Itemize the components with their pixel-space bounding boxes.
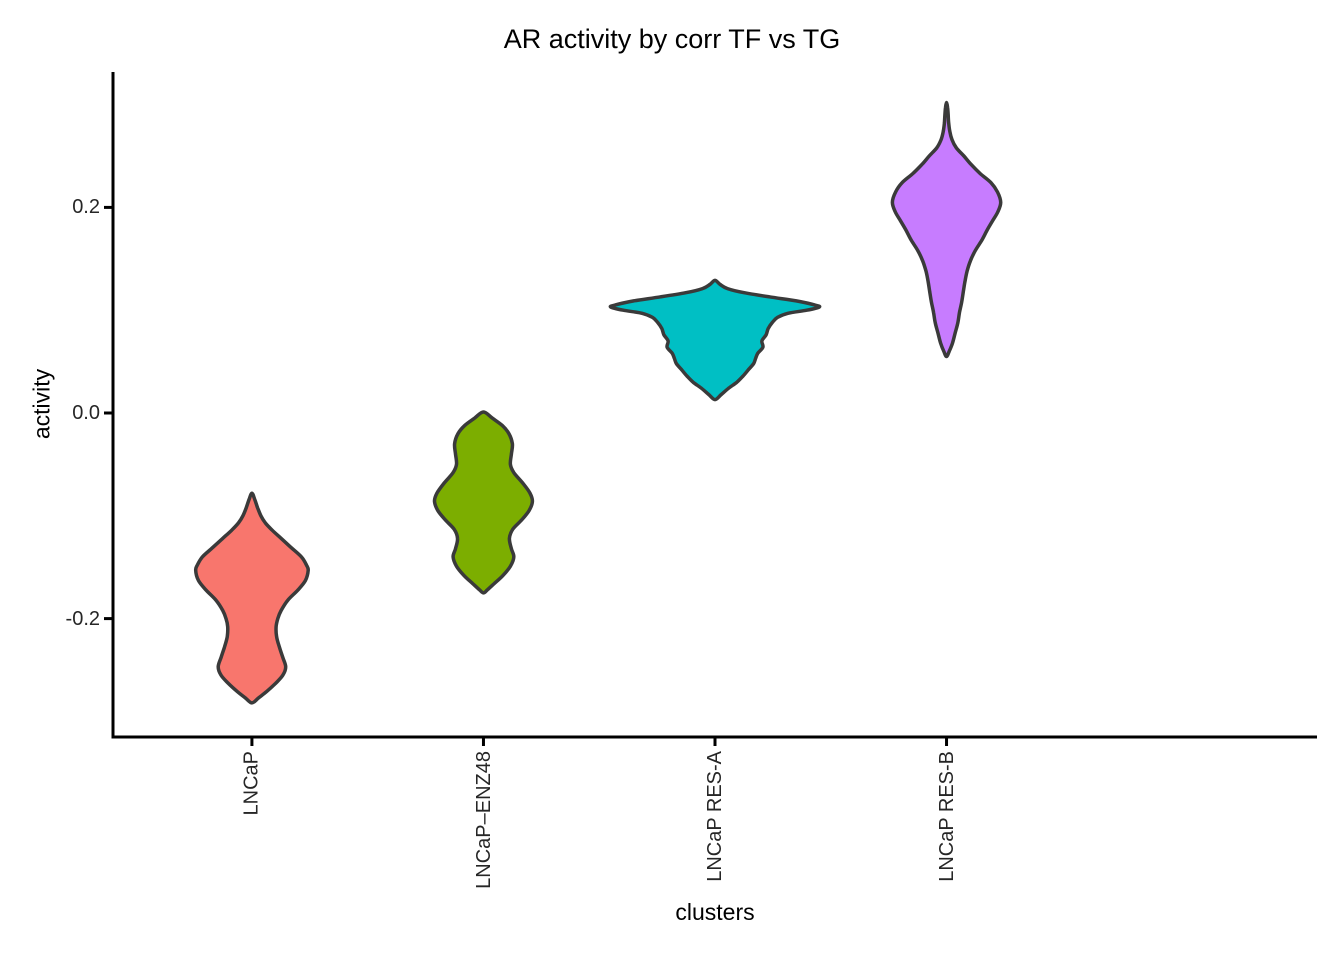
x-tick-label: LNCaP–ENZ48 (472, 751, 495, 889)
violin-lncap-res-a (608, 278, 822, 402)
x-tick-label: LNCaP RES-B (935, 751, 958, 882)
y-tick-label: -0.2 (65, 607, 100, 630)
chart-title: AR activity by corr TF vs TG (503, 24, 841, 54)
y-tick-label: 0.0 (72, 402, 100, 424)
violin-lncap-enz48 (432, 410, 535, 595)
axis-lines (111, 72, 1317, 739)
y-tick-label: 0.2 (72, 196, 100, 219)
violin-lncap-res-b (890, 100, 1003, 359)
x-tick-label: LNCaP RES-A (704, 751, 726, 882)
x-tick-label: LNCaP (240, 751, 263, 816)
violin-lncap (193, 491, 310, 705)
x-axis-title: clusters (675, 899, 755, 925)
